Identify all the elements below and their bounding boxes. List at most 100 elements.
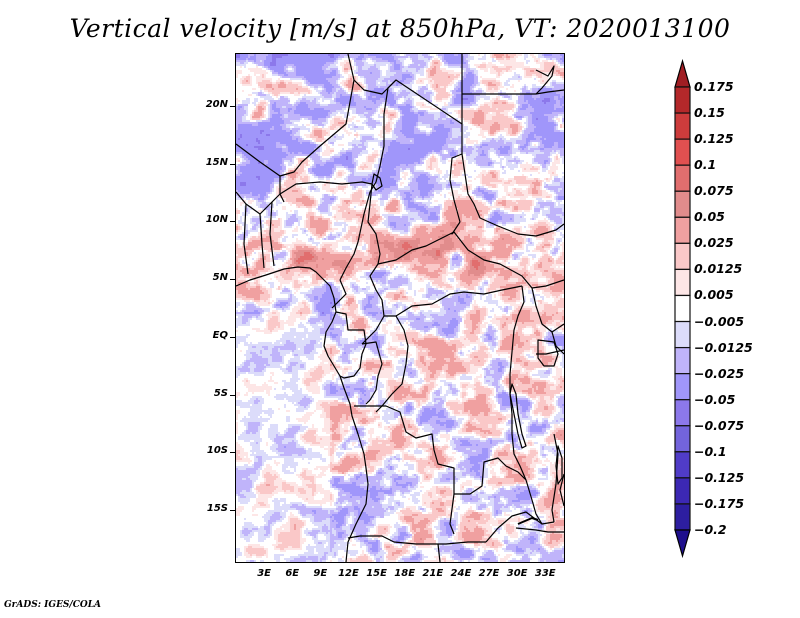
- map-plot-area: [236, 54, 564, 562]
- y-tick: [230, 336, 235, 338]
- border-car-south: [384, 285, 523, 317]
- colorbar-swatch: [674, 503, 691, 531]
- colorbar-level-label: −0.025: [694, 365, 745, 381]
- x-tick-label: 24E: [450, 568, 472, 579]
- colorbar-level-label: 0.125: [694, 131, 734, 147]
- colorbar-level-label: −0.2: [694, 522, 727, 537]
- x-tick-label: 9E: [313, 568, 328, 579]
- coastline-gulf-of-guinea: [236, 266, 369, 562]
- border-namibia: [437, 543, 441, 562]
- lake-kariba: [517, 517, 539, 525]
- x-tick-label: 33E: [534, 568, 556, 579]
- colorbar-level-label: 0.075: [694, 183, 734, 199]
- border-north-3: [353, 79, 463, 223]
- colorbar-swatch: [674, 477, 691, 505]
- y-tick-label: 20N: [205, 98, 228, 110]
- colorbar-swatch: [674, 112, 691, 140]
- border-burkina: [236, 191, 281, 215]
- y-tick-label: 15S: [206, 503, 228, 515]
- border-benin: [269, 201, 275, 267]
- colorbar-level-label: −0.05: [694, 391, 736, 407]
- x-tick-label: 21E: [422, 568, 444, 579]
- colorbar-swatch: [674, 451, 691, 479]
- colorbar-swatch: [674, 425, 691, 453]
- border-drc-car: [375, 315, 409, 413]
- colorbar-level-label: 0.15: [694, 105, 725, 121]
- border-south-sudan-east: [531, 279, 564, 289]
- colorbar-swatch: [674, 373, 691, 401]
- lake-tanganyika: [509, 383, 527, 449]
- y-tick: [230, 279, 235, 281]
- y-tick: [230, 510, 235, 512]
- lake-chad: [371, 173, 383, 191]
- colorbar-level-label: 0.1: [694, 157, 717, 173]
- border-congo-drc: [361, 341, 383, 405]
- x-tick-label: 6E: [285, 568, 300, 579]
- x-tick-label: 15E: [366, 568, 387, 579]
- colorbar-level-label: −0.1: [694, 443, 727, 459]
- y-tick: [230, 105, 235, 107]
- colorbar-level-label: 0.175: [694, 79, 734, 94]
- colorbar-extend-max: [674, 58, 691, 88]
- y-tick: [230, 452, 235, 454]
- colorbar-level-label: −0.175: [694, 495, 745, 511]
- colorbar-level-label: 0.025: [694, 235, 734, 251]
- border-zambia: [454, 457, 527, 495]
- border-mozambique: [559, 473, 564, 507]
- border-malawi: [551, 433, 559, 523]
- colorbar-swatch: [674, 164, 691, 192]
- border-zimbabwe: [515, 527, 564, 533]
- border-nigeria-cameroon: [331, 279, 347, 309]
- colorbar-swatch: [674, 138, 691, 166]
- lake-victoria: [537, 339, 559, 367]
- colorbar-swatch: [674, 242, 691, 271]
- border-north-1: [236, 143, 285, 203]
- y-tick-label: 5N: [212, 272, 228, 284]
- border-gabon: [335, 311, 367, 379]
- border-angola-south: [347, 535, 486, 545]
- x-tick-label: 3E: [257, 568, 271, 579]
- grads-credit: GrADS: IGES/COLA: [4, 600, 102, 610]
- y-tick: [230, 221, 235, 223]
- border-zambia-south: [485, 511, 555, 543]
- colorbar-level-label: 0.005: [694, 287, 734, 303]
- y-tick-label: 10S: [206, 445, 228, 457]
- colorbar-swatch: [674, 86, 691, 114]
- border-niger-nigeria: [279, 181, 373, 195]
- x-tick-label: 12E: [338, 568, 359, 579]
- x-tick-label: 30E: [506, 568, 528, 579]
- border-angola-north: [354, 405, 455, 535]
- y-tick: [230, 163, 235, 165]
- colorbar-swatch: [674, 268, 691, 297]
- y-tick-label: 10N: [205, 214, 228, 226]
- x-tick-label: 27E: [478, 568, 500, 579]
- border-cameroon-chad: [361, 183, 385, 345]
- colorbar-swatch: [674, 190, 691, 218]
- y-tick: [230, 394, 235, 396]
- colorbar-swatch: [674, 399, 691, 427]
- border-south-sudan: [461, 153, 564, 237]
- colorbar-swatch: [674, 320, 691, 349]
- map-borders: [236, 54, 564, 562]
- y-tick-label: 5S: [213, 387, 228, 399]
- lake-nile: [535, 65, 555, 95]
- colorbar-swatch: [674, 346, 691, 375]
- border-drc-east: [509, 285, 543, 525]
- colorbar-level-label: 0.05: [694, 209, 725, 225]
- border-chad-sudan: [451, 221, 461, 235]
- colorbar-swatch: [674, 294, 691, 323]
- colorbar-level-label: 0.0125: [694, 261, 743, 277]
- border-north-2: [279, 54, 355, 177]
- colorbar-level-label: −0.075: [694, 417, 745, 433]
- y-tick-label: 15N: [205, 156, 228, 168]
- border-ghana: [243, 203, 249, 275]
- vertical-velocity-field: [236, 54, 564, 562]
- border-tanzania: [536, 349, 564, 355]
- border-togo: [259, 213, 265, 269]
- colorbar-level-label: −0.0125: [694, 339, 753, 355]
- colorbar-swatch: [674, 216, 691, 244]
- colorbar-extend-min: [674, 529, 691, 559]
- colorbar-level-label: −0.125: [694, 469, 745, 485]
- chart-title: Vertical velocity [m/s] at 850hPa, VT: 2…: [69, 14, 731, 43]
- lake-malawi: [555, 445, 563, 485]
